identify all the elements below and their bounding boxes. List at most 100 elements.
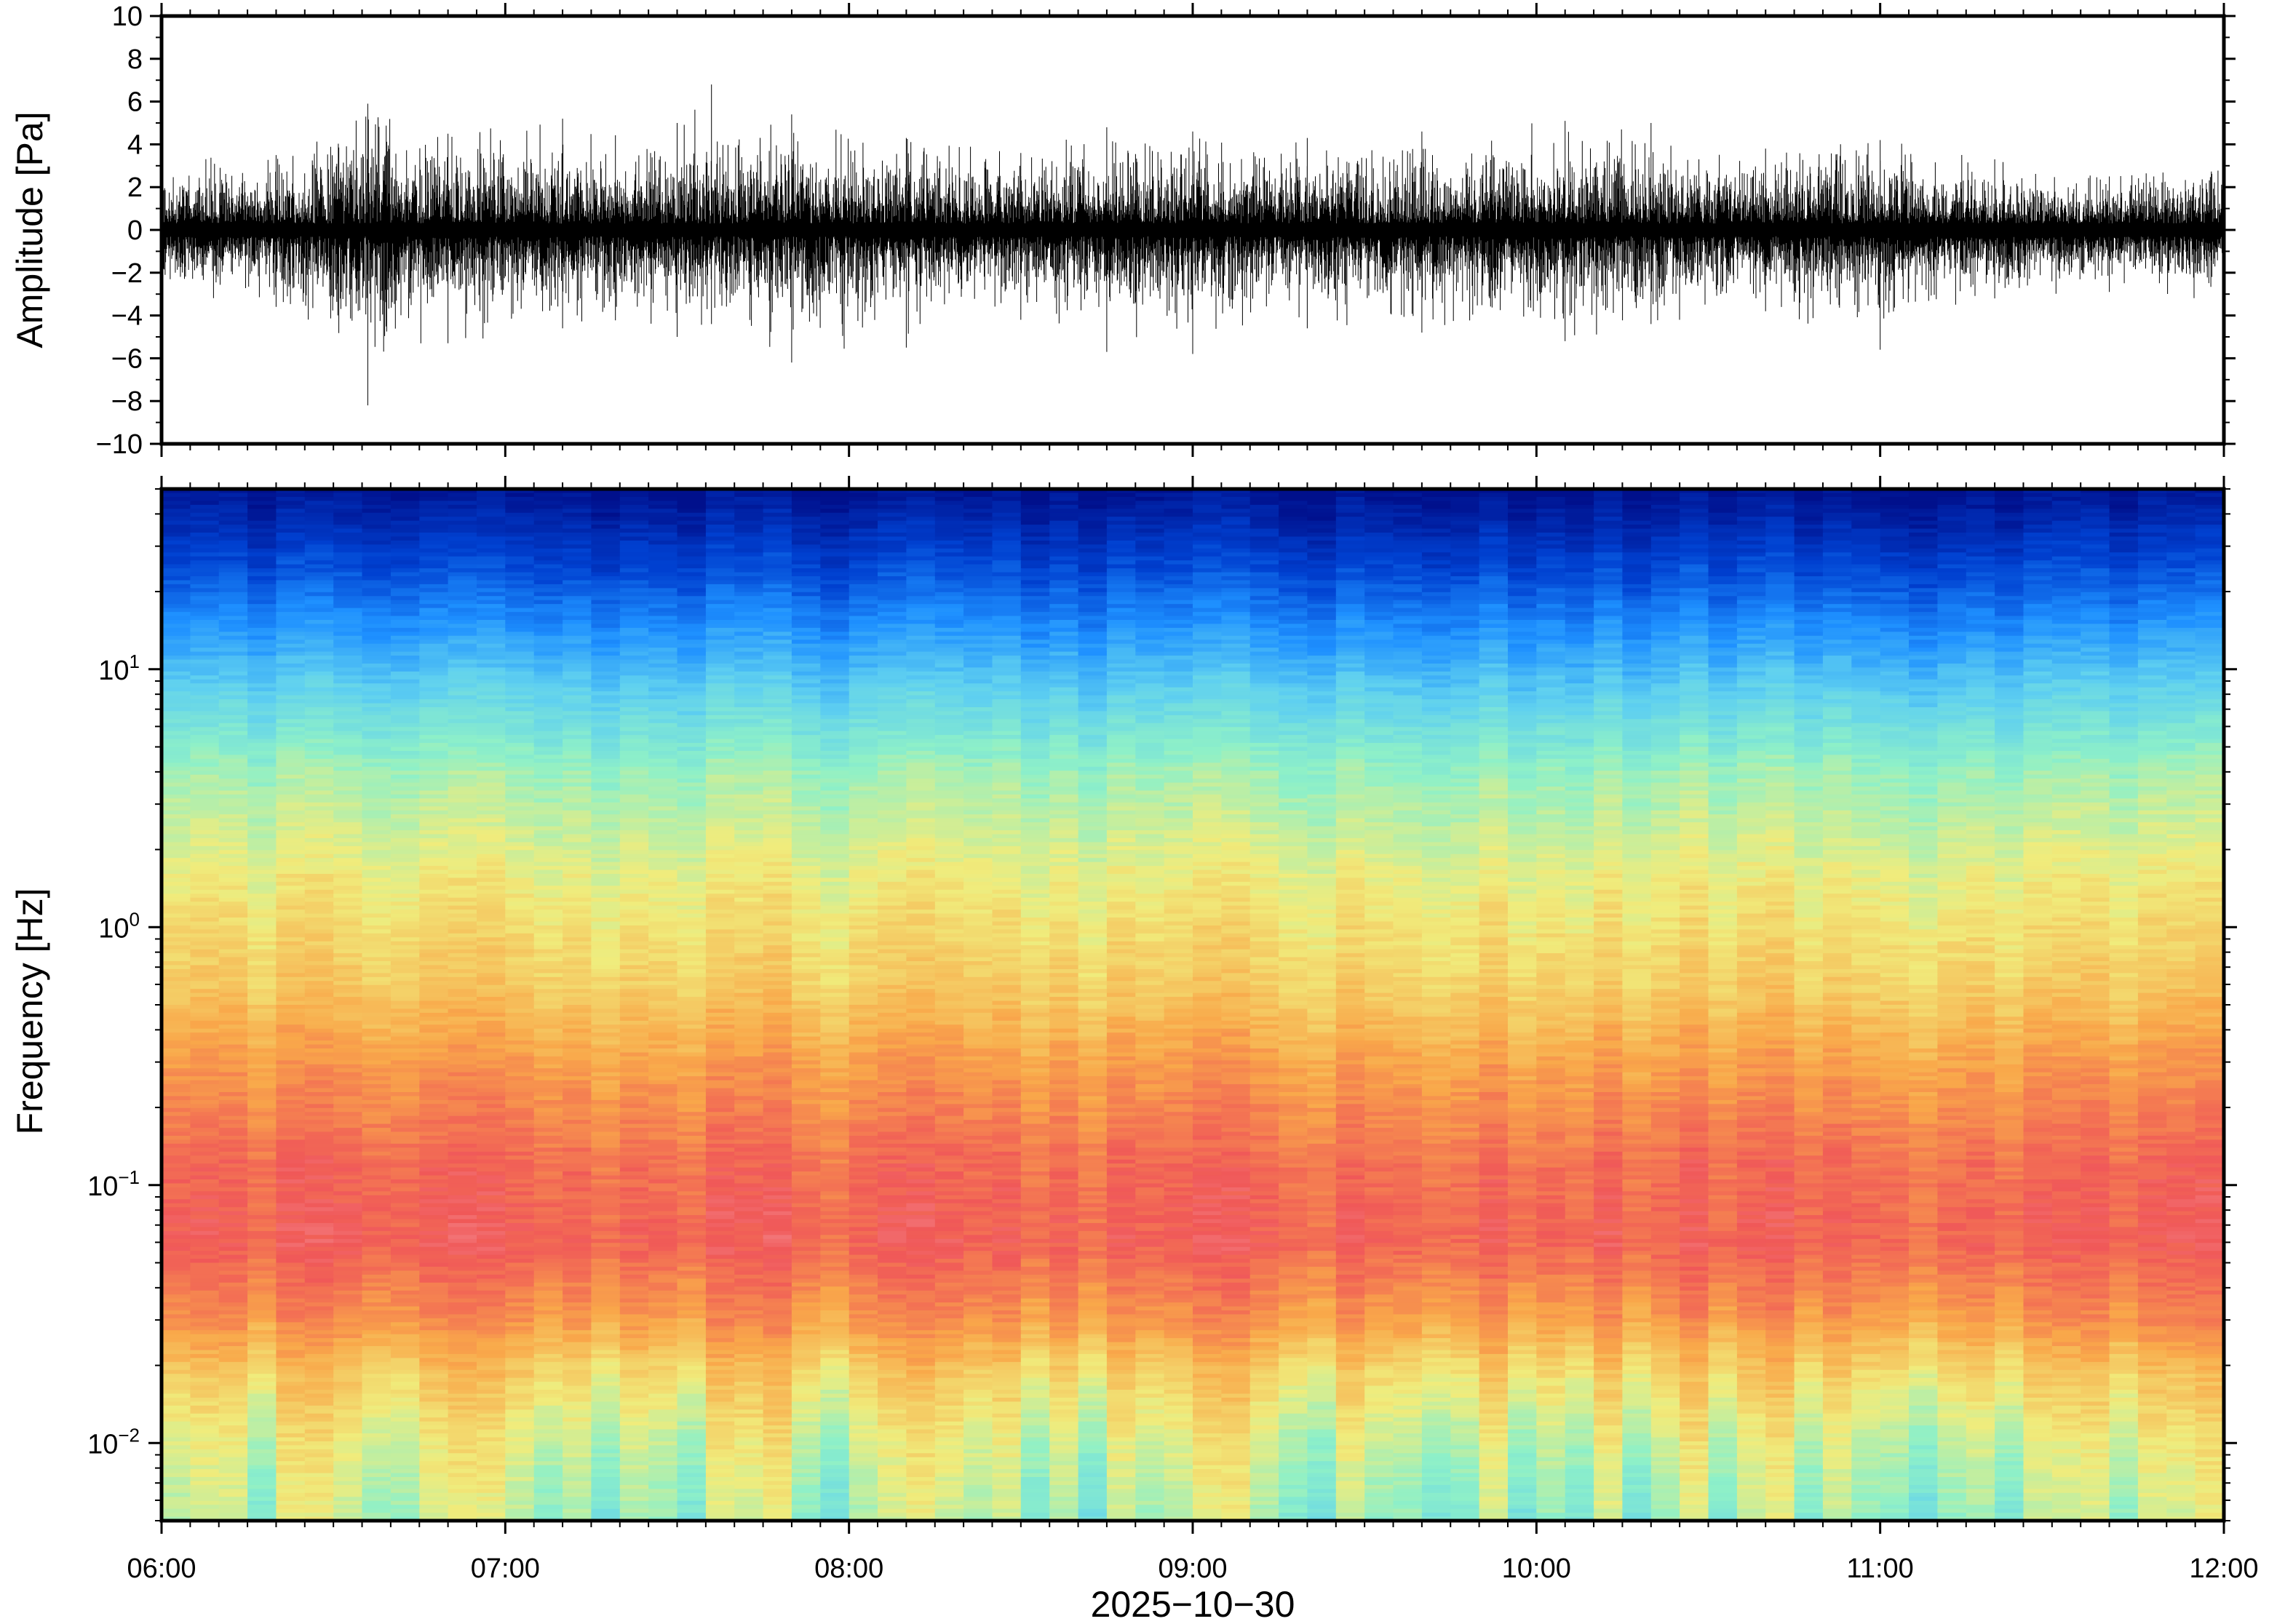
- spectrogram-cell: [1909, 520, 1939, 525]
- spectrogram-cell: [2051, 624, 2081, 629]
- spectrogram-cell: [162, 727, 191, 732]
- spectrogram-cell: [591, 600, 621, 605]
- spectrogram-cell: [1049, 552, 1079, 557]
- spectrogram-cell: [619, 691, 649, 696]
- spectrogram-cell: [2195, 489, 2225, 494]
- spectrogram-cell: [1851, 719, 1881, 724]
- spectrogram-cell: [1622, 624, 1652, 629]
- spectrogram-cell: [2081, 747, 2110, 752]
- spectrogram-cell: [1909, 735, 1939, 740]
- spectrogram-cell: [1078, 489, 1108, 494]
- spectrogram-cell: [878, 691, 907, 696]
- spectrogram-cell: [1650, 706, 1680, 712]
- spectrogram-cell: [2081, 584, 2110, 589]
- spectrogram-cell: [820, 651, 850, 656]
- spectrogram-cell: [2051, 651, 2081, 656]
- spectrogram-cell: [1106, 580, 1137, 585]
- spectrogram-cell: [1909, 656, 1939, 661]
- spectrogram-cell: [1020, 727, 1050, 732]
- spectrogram-cell: [1335, 671, 1365, 676]
- spectrogram-cell: [1708, 493, 1738, 498]
- spectrogram-cell: [1479, 743, 1509, 748]
- spectrogram-cell: [1765, 671, 1795, 676]
- spectrogram-cell: [1966, 584, 1995, 589]
- spectrogram-cell: [963, 616, 993, 621]
- spectrogram-cell: [705, 679, 736, 684]
- spectrogram-cell: [734, 683, 764, 688]
- spectrogram-cell: [2195, 627, 2225, 632]
- spectrogram-cell: [820, 552, 850, 557]
- spectrogram-cell: [1995, 616, 2024, 621]
- spectrogram-cell: [705, 493, 736, 498]
- spectrogram-cell: [1565, 612, 1594, 617]
- spectrogram-cell: [1880, 504, 1910, 509]
- spectrogram-cell: [820, 635, 850, 640]
- spectrogram-cell: [2195, 552, 2225, 557]
- spectrogram-cell: [619, 727, 649, 732]
- spectrogram-cell: [1508, 648, 1538, 653]
- spectrogram-cell: [218, 691, 248, 696]
- spectrogram-cell: [1364, 544, 1394, 549]
- spectrogram-cell: [1937, 743, 1967, 748]
- spectrogram-cell: [276, 735, 306, 740]
- spectrogram-cell: [2081, 525, 2110, 530]
- spectrogram-cell: [1020, 706, 1050, 712]
- spectrogram-cell: [1565, 568, 1594, 573]
- spectrogram-cell: [448, 580, 477, 585]
- spectrogram-cell: [448, 624, 477, 629]
- spectrogram-cell: [448, 517, 477, 522]
- spectrogram-cell: [533, 731, 563, 736]
- spectrogram-cell: [190, 648, 220, 653]
- spectrogram-cell: [419, 739, 449, 744]
- spectrogram-cell: [1708, 584, 1738, 589]
- spectrogram-cell: [849, 596, 878, 601]
- spectrogram-cell: [677, 735, 707, 740]
- spectrogram-cell: [1765, 624, 1795, 629]
- spectrogram-cell: [1794, 683, 1824, 688]
- spectrogram-cell: [1049, 580, 1079, 585]
- spectrogram-cell: [1078, 715, 1108, 720]
- spectrogram-cell: [1536, 504, 1566, 509]
- spectrogram-cell: [218, 528, 248, 533]
- spectrogram-cell: [1164, 691, 1193, 696]
- spectrogram-cell: [2166, 643, 2196, 648]
- spectrogram-cell: [648, 592, 678, 597]
- spectrogram-cell: [2051, 731, 2081, 736]
- spectrogram-cell: [1479, 509, 1509, 514]
- spectrogram-cell: [648, 699, 678, 704]
- spectrogram-cell: [2051, 616, 2081, 621]
- spectrogram-cell: [2166, 735, 2196, 740]
- spectrogram-cell: [1909, 643, 1939, 648]
- spectrogram-cell: [390, 612, 421, 617]
- spectrogram-cell: [2109, 517, 2139, 522]
- spectrogram-cell: [791, 711, 822, 716]
- spectrogram-cell: [1708, 739, 1738, 744]
- spectrogram-cell: [1393, 635, 1423, 640]
- spectrogram-cell: [276, 719, 306, 724]
- spectrogram-cell: [247, 528, 277, 533]
- spectrogram-cell: [1822, 739, 1853, 744]
- spectrogram-cell: [734, 627, 764, 632]
- spectrogram-cell: [763, 675, 792, 680]
- spectrogram-cell: [906, 632, 936, 637]
- spectrogram-cell: [849, 703, 878, 708]
- spectrogram-cell: [1937, 504, 1967, 509]
- spectrogram-cell: [477, 723, 506, 728]
- spectrogram-cell: [906, 544, 936, 549]
- spectrogram-cell: [1450, 489, 1480, 494]
- spectrogram-cell: [1622, 548, 1652, 553]
- spectrogram-cell: [1106, 706, 1137, 712]
- spectrogram-cell: [1193, 489, 1223, 494]
- spectrogram-cell: [190, 687, 220, 692]
- spectrogram-cell: [533, 723, 563, 728]
- spectrogram-cell: [1794, 612, 1824, 617]
- spectrogram-cell: [934, 584, 964, 589]
- spectrogram-cell: [1851, 616, 1881, 621]
- spectrogram-cell: [1937, 727, 1967, 732]
- spectrogram-cell: [1622, 536, 1652, 541]
- spectrogram-cell: [448, 525, 477, 530]
- spectrogram-cell: [791, 588, 822, 593]
- spectrogram-cell: [2137, 627, 2168, 632]
- spectrogram-cell: [390, 691, 421, 696]
- spectrogram-cell: [849, 509, 878, 514]
